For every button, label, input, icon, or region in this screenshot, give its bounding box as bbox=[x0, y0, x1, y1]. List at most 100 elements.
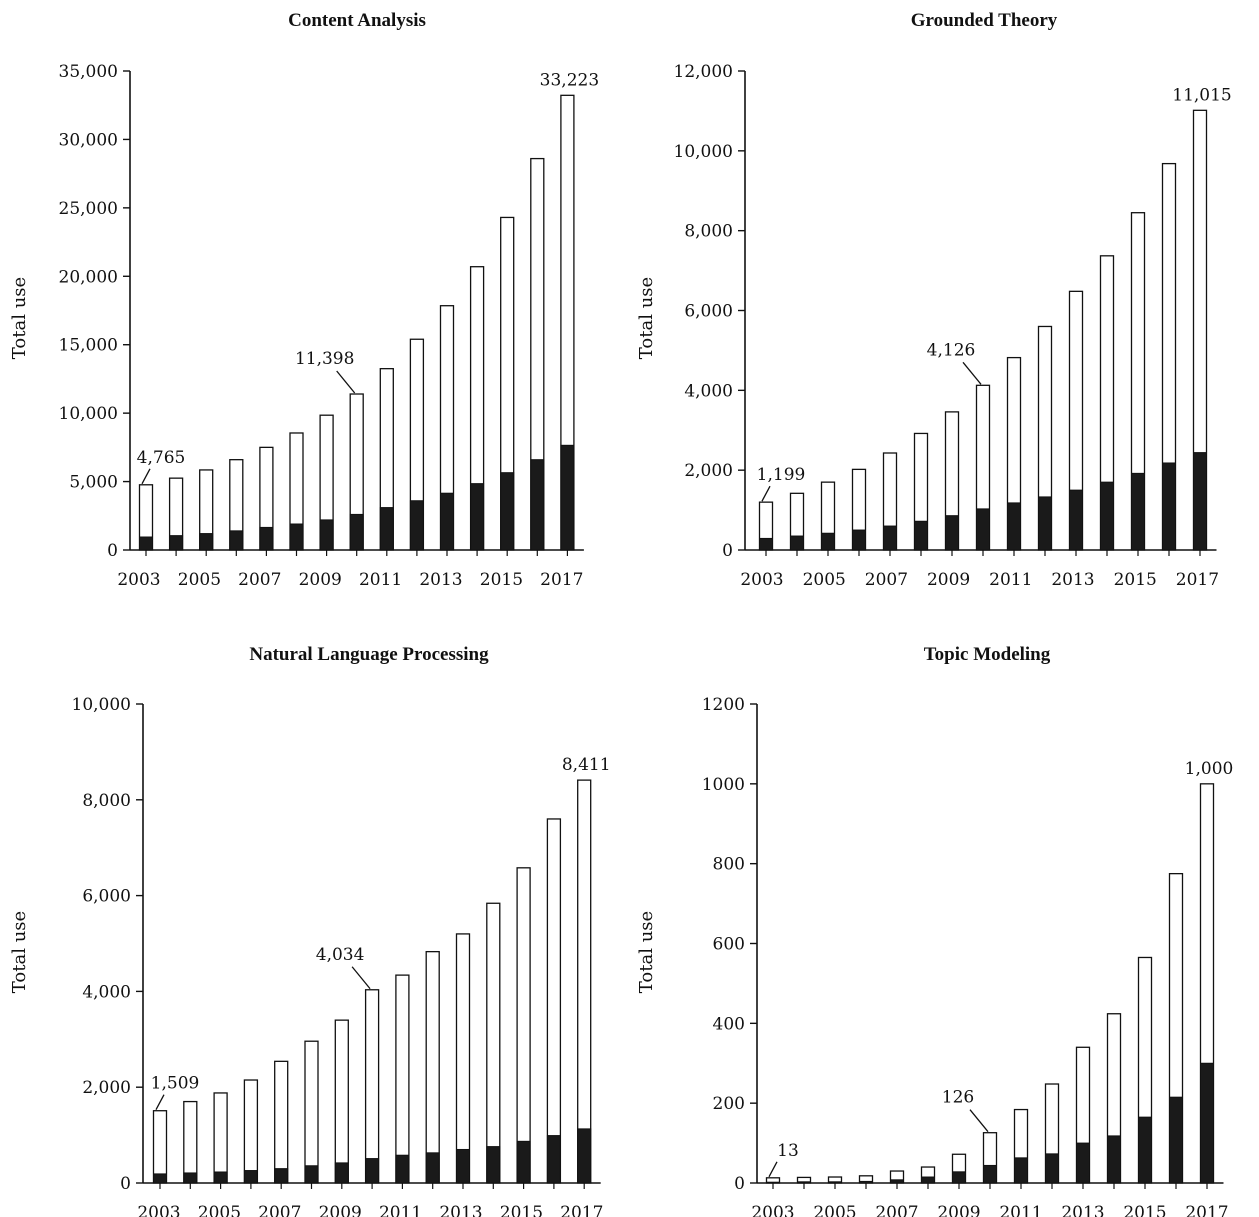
bar-subset bbox=[976, 508, 990, 551]
y-tick-label: 35,000 bbox=[59, 62, 118, 82]
y-tick-label: 30,000 bbox=[59, 130, 118, 150]
x-tick-label: 2003 bbox=[117, 570, 160, 590]
y-tick-label: 25,000 bbox=[59, 199, 118, 219]
x-tick-label: 2011 bbox=[359, 570, 402, 590]
x-tick-label: 2013 bbox=[439, 1203, 482, 1217]
bar-subset bbox=[274, 1168, 289, 1184]
x-tick-label: 2017 bbox=[540, 570, 583, 590]
bar-total bbox=[152, 1110, 168, 1184]
bar-subset bbox=[852, 529, 866, 551]
bar-total bbox=[243, 1079, 259, 1184]
annotation-leader bbox=[336, 370, 356, 394]
bar-subset bbox=[1045, 1153, 1059, 1184]
bar-subset bbox=[1007, 502, 1021, 551]
bar-subset bbox=[153, 1173, 167, 1184]
y-tick-label: 200 bbox=[713, 1094, 745, 1114]
x-tick-label: 2003 bbox=[751, 1203, 794, 1217]
bar-subset bbox=[883, 525, 897, 551]
y-tick-label: 0 bbox=[120, 1174, 131, 1194]
x-tick-label: 2009 bbox=[927, 570, 970, 590]
y-tick-label: 10,000 bbox=[72, 695, 131, 715]
bar-subset bbox=[334, 1162, 349, 1184]
y-tick-label: 1000 bbox=[702, 775, 745, 795]
x-tick-label: 2017 bbox=[1185, 1203, 1228, 1217]
bar-subset bbox=[365, 1158, 380, 1184]
chart-natural-language-processing: Natural Language Processing Total use 02… bbox=[9, 644, 611, 1217]
bar-subset bbox=[379, 507, 394, 551]
y-tick-label: 4,000 bbox=[684, 381, 733, 401]
x-tick-label: 2013 bbox=[1061, 1203, 1104, 1217]
bar-total bbox=[334, 1019, 349, 1184]
x-tick-label: 2003 bbox=[137, 1203, 180, 1217]
bar-subset bbox=[1200, 1062, 1214, 1184]
data-label: 1,509 bbox=[151, 1074, 200, 1094]
bar-subset bbox=[425, 1152, 440, 1184]
annotation-leader bbox=[155, 1094, 165, 1111]
bar-subset bbox=[349, 513, 364, 551]
x-tick-label: 2015 bbox=[500, 1203, 543, 1217]
data-label: 1,199 bbox=[757, 465, 806, 485]
plot-area: 0 5,000 10,000 15,000 20,000 25,000 30,000 35,0… bbox=[59, 62, 600, 590]
chart-content-analysis: Content Analysis Total use 0 5,000 10,000 1… bbox=[9, 10, 599, 590]
bar-subset bbox=[530, 459, 545, 551]
y-tick-label: 8,000 bbox=[82, 791, 131, 811]
y-tick-label: 5,000 bbox=[69, 473, 118, 493]
annotation-leader bbox=[969, 1109, 989, 1133]
bar-subset bbox=[952, 1171, 966, 1184]
plot-area: 0 200 400 600 800 1000 1200 2003 2005 2007 2009 201… bbox=[702, 695, 1234, 1217]
y-tick-label: 800 bbox=[713, 855, 745, 875]
bar-subset bbox=[516, 1140, 531, 1184]
bar-total bbox=[395, 974, 410, 1184]
data-label: 4,126 bbox=[927, 340, 976, 360]
bar-total bbox=[577, 779, 592, 1184]
chart-title: Content Analysis bbox=[288, 10, 426, 31]
bar-subset bbox=[1162, 462, 1176, 551]
bar-subset bbox=[766, 1181, 780, 1184]
data-label: 4,765 bbox=[137, 448, 186, 468]
x-tick-label: 2007 bbox=[238, 570, 281, 590]
y-tick-label: 10,000 bbox=[674, 142, 733, 162]
bar-subset bbox=[486, 1146, 501, 1184]
bar-subset bbox=[914, 520, 928, 551]
bar-subset bbox=[259, 526, 274, 551]
y-tick-label: 2,000 bbox=[684, 461, 733, 481]
y-tick-label: 0 bbox=[107, 541, 118, 561]
bar-total bbox=[213, 1092, 228, 1184]
bar-subset bbox=[828, 1181, 842, 1184]
x-tick-label: 2017 bbox=[560, 1203, 603, 1217]
x-tick-label: 2011 bbox=[999, 1203, 1042, 1217]
bar-subset bbox=[821, 532, 835, 551]
y-tick-label: 8,000 bbox=[684, 222, 733, 242]
data-label: 11,015 bbox=[1172, 85, 1231, 105]
bar-subset bbox=[1038, 496, 1052, 551]
y-axis-label: Total use bbox=[9, 911, 30, 993]
bar-subset bbox=[243, 1170, 258, 1184]
y-tick-label: 6,000 bbox=[684, 302, 733, 322]
y-tick-label: 0 bbox=[722, 541, 733, 561]
chart-title: Topic Modeling bbox=[924, 644, 1051, 665]
annotation-leader bbox=[768, 1161, 778, 1178]
y-tick-label: 1200 bbox=[702, 695, 745, 715]
x-tick-label: 2013 bbox=[1051, 570, 1094, 590]
bar-subset bbox=[289, 523, 304, 551]
bar-subset bbox=[229, 530, 244, 551]
y-tick-label: 400 bbox=[713, 1014, 745, 1034]
chart-topic-modeling: Topic Modeling Total use 0 200 400 600 800 10… bbox=[636, 644, 1233, 1217]
bar-subset bbox=[546, 1135, 561, 1184]
bar-total bbox=[455, 933, 471, 1184]
y-tick-label: 10,000 bbox=[59, 404, 118, 424]
bar-subset bbox=[983, 1164, 997, 1184]
x-tick-label: 2009 bbox=[319, 1203, 362, 1217]
y-tick-label: 15,000 bbox=[59, 336, 118, 356]
bar-subset bbox=[1131, 472, 1145, 551]
bar-subset bbox=[1193, 452, 1207, 551]
bar-subset bbox=[921, 1176, 935, 1184]
x-tick-label: 2005 bbox=[178, 570, 221, 590]
y-tick-label: 0 bbox=[734, 1174, 745, 1194]
bar-total bbox=[183, 1100, 198, 1184]
x-tick-label: 2005 bbox=[803, 570, 846, 590]
data-label: 13 bbox=[777, 1141, 799, 1161]
x-tick-label: 2007 bbox=[865, 570, 908, 590]
chart-grounded-theory: Grounded Theory Total use 0 2,000 4,000 6,0… bbox=[636, 10, 1232, 590]
